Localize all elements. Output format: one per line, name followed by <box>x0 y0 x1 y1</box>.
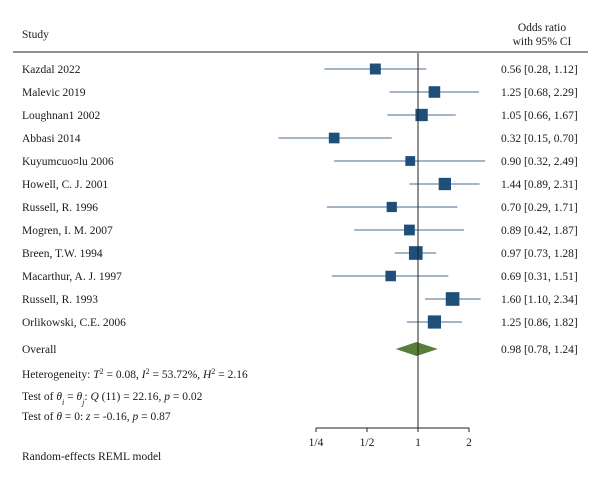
effect-marker <box>386 201 397 213</box>
overall-diamond <box>395 342 438 356</box>
effect-marker <box>385 270 396 282</box>
ci-text: 0.89 [0.42, 1.87] <box>501 225 578 237</box>
study-row: Macarthur, A. J. 1997 0.69 [0.31, 1.51] <box>22 270 578 283</box>
effect-header-line1: Odds ratio <box>518 22 566 34</box>
ci-text: 0.32 [0.15, 0.70] <box>501 133 578 145</box>
effect-marker <box>404 224 415 236</box>
effect-marker <box>408 246 423 260</box>
study-row: Breen, T.W. 1994 0.97 [0.73, 1.28] <box>22 246 578 260</box>
study-label: Abbasi 2014 <box>22 133 81 145</box>
study-label: Loughnan1 2002 <box>22 110 101 122</box>
ci-text: 1.44 [0.89, 2.31] <box>501 179 578 191</box>
ci-text: 1.05 [0.66, 1.67] <box>501 110 578 122</box>
study-label: Malevic 2019 <box>22 87 86 99</box>
ci-text: 1.25 [0.86, 1.82] <box>501 317 578 329</box>
study-row: Abbasi 2014 0.32 [0.15, 0.70] <box>22 132 578 145</box>
study-rows: Kazdal 2022 0.56 [0.28, 1.12] Malevic 2019… <box>22 63 578 356</box>
study-label: Orlikowski, C.E. 2006 <box>22 317 126 329</box>
effect-header-line2: with 95% CI <box>513 36 572 48</box>
study-row: Howell, C. J. 2001 1.44 [0.89, 2.31] <box>22 177 578 191</box>
x-tick-label: 1 <box>415 437 421 449</box>
study-row: Russell, R. 1996 0.70 [0.29, 1.71] <box>22 201 578 214</box>
ci-text: 1.60 [1.10, 2.34] <box>501 294 578 306</box>
study-label: Howell, C. J. 2001 <box>22 179 109 191</box>
study-label: Macarthur, A. J. 1997 <box>22 271 122 283</box>
test-theta-equal: Test of θi = θj: Q (11) = 22.16, p = 0.0… <box>22 391 203 407</box>
x-tick-label: 1/2 <box>360 437 375 449</box>
model-footnote: Random-effects REML model <box>22 451 161 463</box>
study-label: Russell, R. 1993 <box>22 294 98 306</box>
ci-text: 0.56 [0.28, 1.12] <box>501 64 578 76</box>
study-column-header: Study <box>22 29 49 41</box>
study-label: Russell, R. 1996 <box>22 202 98 214</box>
test-theta-zero: Test of θ = 0: z = -0.16, p = 0.87 <box>22 411 171 423</box>
study-label: Kazdal 2022 <box>22 64 81 76</box>
x-axis-ticks: 1/4 1/2 1 2 <box>309 428 472 449</box>
effect-marker <box>415 108 428 122</box>
study-row: Russell, R. 1993 1.60 [1.10, 2.34] <box>22 292 578 306</box>
study-label: Mogren, I. M. 2007 <box>22 225 113 237</box>
effect-marker <box>405 156 416 166</box>
study-row: Mogren, I. M. 2007 0.89 [0.42, 1.87] <box>22 224 578 237</box>
effect-marker <box>328 132 340 144</box>
overall-ci-text: 0.98 [0.78, 1.24] <box>501 344 578 356</box>
study-label: Breen, T.W. 1994 <box>22 248 103 260</box>
effect-marker <box>445 292 460 306</box>
study-row: Kazdal 2022 0.56 [0.28, 1.12] <box>22 63 578 76</box>
study-row: Kuyumcuo¤lu 2006 0.90 [0.32, 2.49] <box>22 156 578 168</box>
effect-marker <box>369 63 381 75</box>
ci-text: 0.69 [0.31, 1.51] <box>501 271 578 283</box>
ci-text: 0.90 [0.32, 2.49] <box>501 156 578 168</box>
study-row: Malevic 2019 1.25 [0.68, 2.29] <box>22 86 578 99</box>
effect-marker <box>427 315 442 329</box>
ci-text: 1.25 [0.68, 2.29] <box>501 87 578 99</box>
study-label: Kuyumcuo¤lu 2006 <box>22 156 114 168</box>
x-tick-label: 2 <box>466 437 472 449</box>
study-row: Orlikowski, C.E. 2006 1.25 [0.86, 1.82] <box>22 315 578 329</box>
ci-text: 0.97 [0.73, 1.28] <box>501 248 578 260</box>
effect-marker <box>428 86 441 98</box>
study-row: Loughnan1 2002 1.05 [0.66, 1.67] <box>22 108 578 122</box>
ci-text: 0.70 [0.29, 1.71] <box>501 202 578 214</box>
overall-row: Overall 0.98 [0.78, 1.24] <box>22 342 578 356</box>
overall-label: Overall <box>22 344 56 356</box>
x-tick-label: 1/4 <box>309 437 324 449</box>
heterogeneity-stats: Heterogeneity: T2 = 0.08, I2 = 53.72%, H… <box>22 367 248 382</box>
effect-marker <box>438 177 451 191</box>
